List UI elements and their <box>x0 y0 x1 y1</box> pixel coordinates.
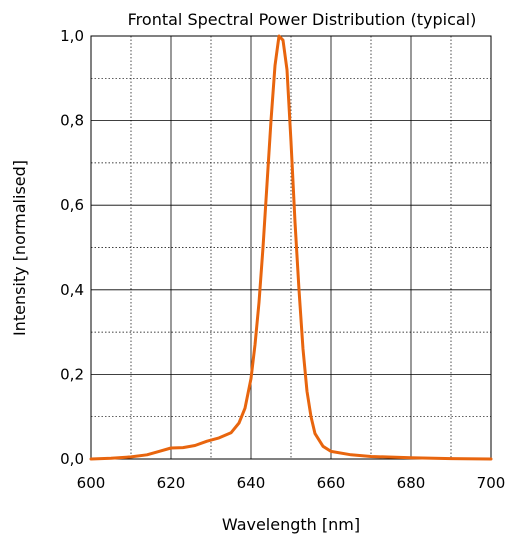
x-tick-label: 680 <box>397 474 426 492</box>
grid <box>91 36 491 459</box>
y-tick-label: 0,8 <box>60 112 84 130</box>
y-tick-label: 0,4 <box>60 281 84 299</box>
x-tick-label: 640 <box>237 474 266 492</box>
y-tick-labels: 0,0 0,2 0,4 0,6 0,8 1,0 <box>60 27 84 468</box>
x-tick-label: 660 <box>317 474 346 492</box>
y-tick-label: 0,6 <box>60 196 84 214</box>
y-axis-label: Intensity [normalised] <box>10 160 29 336</box>
y-tick-label: 1,0 <box>60 27 84 45</box>
series-layer <box>89 34 493 461</box>
plot-frame <box>90 35 492 460</box>
chart-title: Frontal Spectral Power Distribution (typ… <box>128 10 477 29</box>
x-tick-labels: 600 620 640 660 680 700 <box>77 474 506 492</box>
x-tick-label: 600 <box>77 474 106 492</box>
y-tick-label: 0,2 <box>60 365 84 383</box>
x-axis-label: Wavelength [nm] <box>222 515 360 534</box>
series-line <box>89 34 493 461</box>
x-tick-label: 620 <box>157 474 186 492</box>
y-tick-label: 0,0 <box>60 450 84 468</box>
x-tick-label: 700 <box>477 474 506 492</box>
